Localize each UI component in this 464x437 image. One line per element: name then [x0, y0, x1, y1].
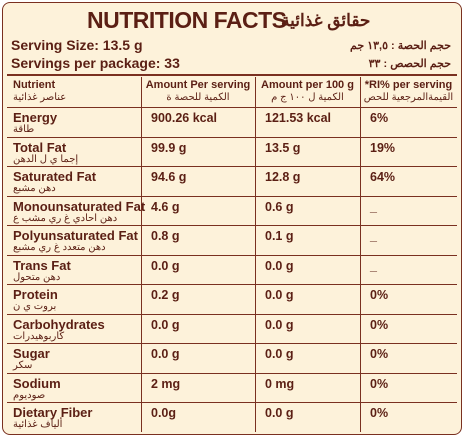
nutrient-name: Sugar — [13, 346, 50, 362]
cell-value: 0.0 g — [151, 317, 180, 332]
column-header-ar: عناصر غذائية — [13, 92, 67, 103]
cell-value: 0.0g — [151, 406, 177, 421]
v-line — [141, 77, 142, 432]
nutrient-name-ar: بروت ي ن — [13, 301, 57, 313]
cell-value: 121.53 kcal — [265, 111, 332, 125]
nutrient-name: Saturated Fat — [13, 169, 97, 185]
column-header: Amount Per serving — [145, 79, 251, 91]
nutrient-name-ar: دهن مشبع — [13, 183, 56, 195]
title-ar: حقائق غذائية — [281, 11, 371, 30]
nutrient-name: Protein — [13, 287, 58, 303]
column-header: *RI% per serving — [364, 79, 453, 91]
nutrient-name: Monounsaturated Fat — [13, 198, 146, 214]
nutrient-name-ar: دهن متحول — [13, 271, 61, 283]
nutrient-name-ar: إجما ي ل الدهن — [13, 153, 79, 165]
nutrient-name: Dietary Fiber — [13, 405, 93, 421]
divider — [7, 74, 457, 76]
nutrient-name: Polyunsaturated Fat — [13, 228, 138, 244]
cell-value: 0.0 g — [265, 406, 294, 421]
nutrient-name: Trans Fat — [13, 257, 71, 273]
cell-value: _ — [370, 258, 377, 273]
h-line — [7, 195, 457, 197]
column-header: Nutrient — [13, 79, 56, 91]
servings-per-package-ar: حجم الحصص : ٣٣ — [368, 58, 451, 70]
v-line — [255, 77, 256, 432]
cell-value: 19% — [370, 140, 396, 155]
h-line — [7, 343, 457, 345]
v-line — [360, 77, 361, 432]
cell-value: _ — [370, 229, 377, 244]
serving-size-ar: حجم الحصة : ١٣,٥ جم — [350, 40, 451, 52]
nutrient-name-ar: دهن احادي غ ري مشب ع — [13, 212, 118, 224]
cell-value: 2 mg — [151, 376, 181, 391]
h-line — [7, 313, 457, 315]
cell-value: 6% — [370, 111, 389, 125]
cell-value: 94.6 g — [151, 170, 187, 185]
h-line — [7, 166, 457, 168]
h-line — [7, 402, 457, 404]
cell-value: 12.8 g — [265, 170, 301, 185]
cell-value: 0.0 g — [151, 347, 180, 362]
cell-value: 0.0 g — [265, 317, 294, 332]
nutrient-name: Energy — [13, 110, 58, 125]
serving-size: Serving Size: 13.5 g — [11, 37, 143, 53]
cell-value: 0.2 g — [151, 288, 180, 303]
cell-value: 13.5 g — [265, 140, 301, 155]
h-line — [7, 284, 457, 286]
cell-value: 0.0 g — [265, 288, 294, 303]
nutrient-name-ar: سكر — [13, 360, 33, 372]
cell-value: 0.0 g — [265, 258, 294, 273]
cell-value: 0.8 g — [151, 229, 180, 244]
title: NUTRITION FACTS — [87, 7, 287, 33]
h-line — [7, 107, 457, 108]
nutrient-name: Carbohydrates — [13, 316, 105, 332]
column-header-ar: الكمية ل ١٠٠ ج م — [271, 92, 344, 103]
cell-value: 0% — [370, 406, 389, 421]
cell-value: 0% — [370, 317, 389, 332]
cell-value: 64% — [370, 170, 396, 185]
cell-value: _ — [370, 199, 377, 214]
nutrient-name: Sodium — [13, 375, 61, 391]
cell-value: 0% — [370, 347, 389, 362]
column-header-ar: القيمةالمرجعية للحص — [363, 92, 454, 103]
nutrient-name-ar: دهن متعدد غ ري مشبع — [13, 242, 106, 254]
h-line — [7, 372, 457, 374]
h-line — [7, 254, 457, 256]
cell-value: 0.0 g — [151, 258, 180, 273]
cell-value: 0.1 g — [265, 229, 294, 244]
cell-value: 0.6 g — [265, 199, 294, 214]
h-line — [7, 225, 457, 227]
cell-value: 99.9 g — [151, 140, 187, 155]
column-header-ar: الكمية للحصة ة — [166, 92, 230, 103]
cell-value: 0.0 g — [265, 347, 294, 362]
h-line — [7, 136, 457, 138]
nutrient-name-ar: ألياف غذائية — [13, 419, 63, 431]
cell-value: 0% — [370, 288, 389, 303]
column-header: Amount per 100 g — [261, 79, 354, 91]
nutrient-name-ar: صوديوم — [13, 389, 46, 401]
servings-per-package: Servings per package: 33 — [11, 55, 180, 71]
cell-value: 0 mg — [265, 376, 295, 391]
nutrient-name-ar: طاقة — [13, 124, 35, 135]
cell-value: 4.6 g — [151, 199, 180, 214]
nutrient-name: Total Fat — [13, 139, 67, 155]
cell-value: 900.26 kcal — [151, 111, 218, 125]
cell-value: 0% — [370, 376, 389, 391]
nutrient-name-ar: كاربوهيدرات — [13, 330, 65, 342]
